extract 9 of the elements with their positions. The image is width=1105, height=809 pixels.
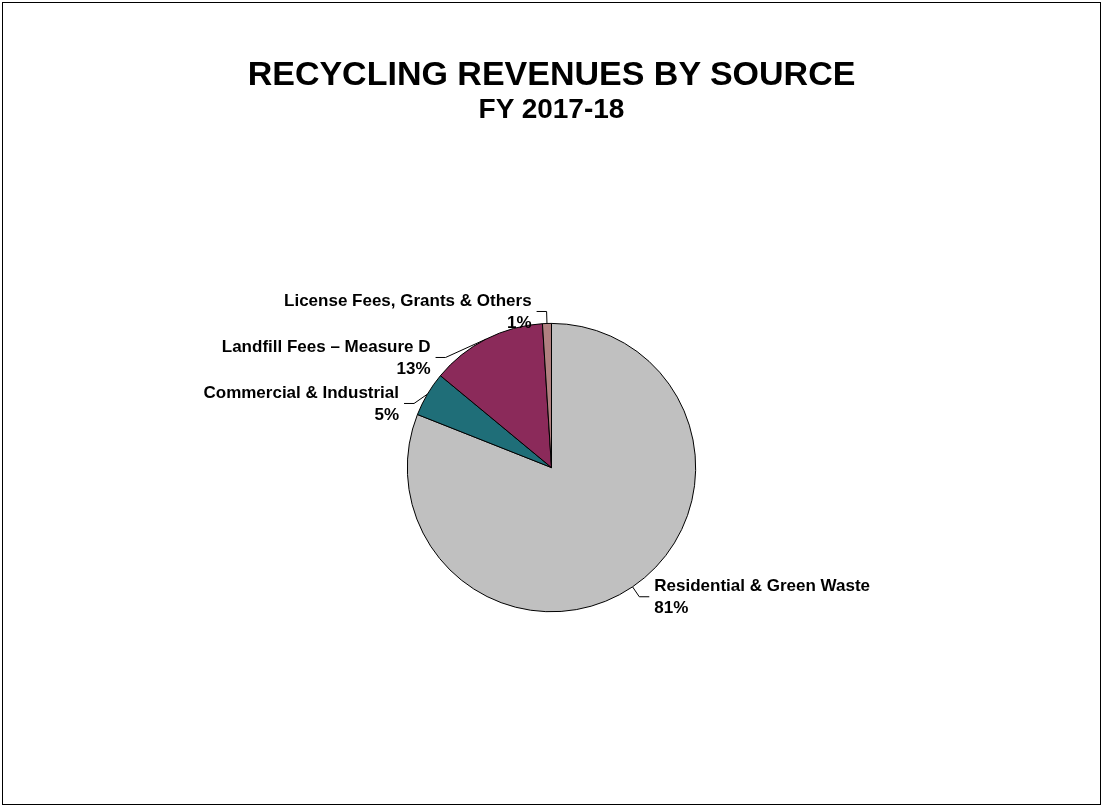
chart-subtitle: FY 2017-18 bbox=[478, 92, 625, 124]
data-label: 81% bbox=[654, 598, 689, 618]
data-label: 5% bbox=[374, 404, 400, 424]
slice-label: Landfill Fees – Measure D bbox=[221, 336, 431, 356]
slice-label: License Fees, Grants & Others bbox=[284, 290, 532, 310]
data-label: 13% bbox=[396, 358, 431, 378]
slice-label: Residential & Green Waste bbox=[654, 576, 870, 596]
slice-label: Commercial & Industrial bbox=[203, 382, 400, 402]
chart-title: RECYCLING REVENUES BY SOURCE bbox=[247, 54, 856, 92]
